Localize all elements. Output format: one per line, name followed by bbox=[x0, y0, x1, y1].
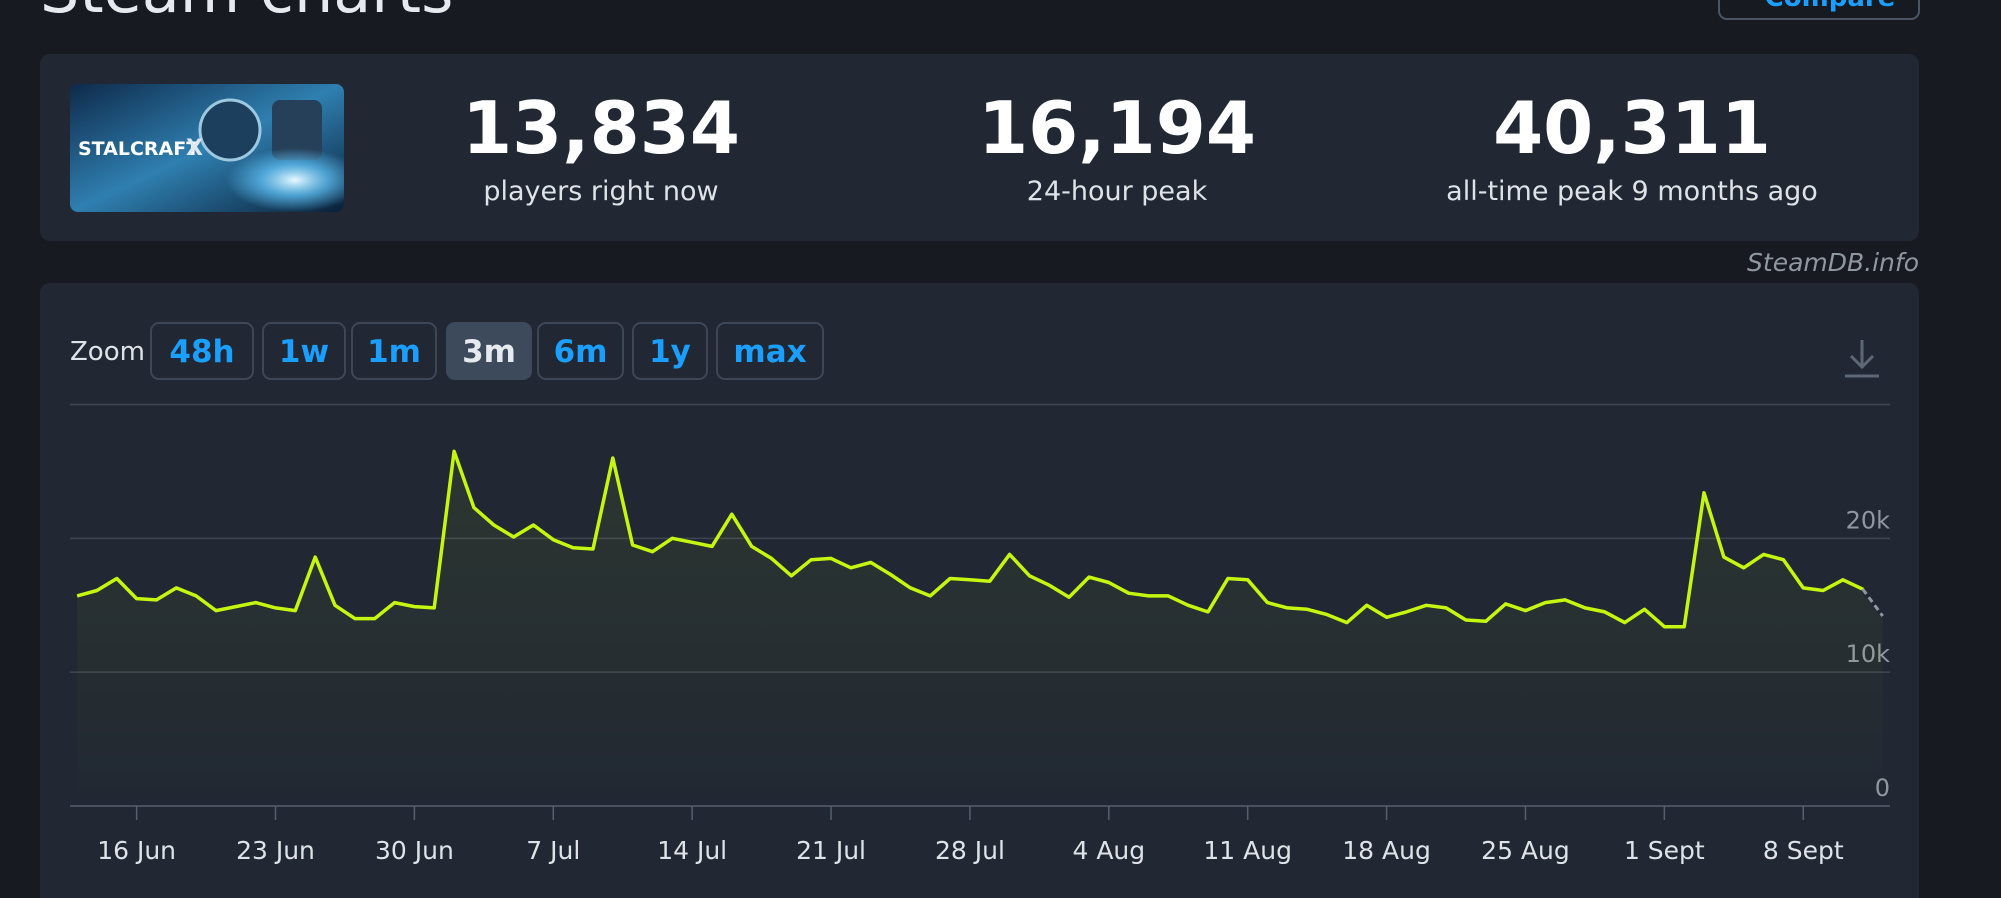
thumbnail-title: STALCRAFT bbox=[78, 138, 199, 160]
zoom-option[interactable]: 1w bbox=[279, 334, 329, 370]
x-tick-label: 16 Jun bbox=[97, 836, 176, 865]
thumbnail-glow bbox=[70, 84, 344, 212]
zoom-label: Zoom bbox=[70, 337, 145, 367]
compare-button[interactable]: Compare bbox=[1718, 0, 1920, 20]
x-tick-label: 25 Aug bbox=[1481, 836, 1570, 865]
stats: 13,834 players right now 16,194 24-hour pea… bbox=[462, 86, 1818, 207]
x-tick-label: 14 Jul bbox=[657, 836, 727, 865]
zoom-option[interactable]: 3m bbox=[462, 334, 516, 370]
incomplete-segment bbox=[1861, 588, 1884, 617]
x-tick-label: 4 Aug bbox=[1072, 836, 1145, 865]
zoom-button[interactable] bbox=[716, 322, 824, 380]
stat-value: 40,311 bbox=[1493, 86, 1771, 170]
compare-label[interactable]: Compare bbox=[1765, 0, 1896, 13]
compare-button-frame[interactable] bbox=[1718, 0, 1920, 20]
watermark: SteamDB.info bbox=[1747, 248, 1919, 277]
x-tick-label: 8 Sept bbox=[1763, 836, 1844, 865]
zoom-option[interactable]: 6m bbox=[554, 334, 608, 370]
area-fill bbox=[77, 451, 1883, 806]
x-tick-label: 21 Jul bbox=[796, 836, 866, 865]
zoom-button[interactable] bbox=[351, 322, 437, 380]
stat-label: all-time peak 9 months ago bbox=[1446, 176, 1818, 207]
zoom-button[interactable] bbox=[632, 322, 708, 380]
player-line bbox=[76, 449, 1885, 629]
zoom-button[interactable] bbox=[446, 322, 532, 380]
x-tick-label: 18 Aug bbox=[1342, 836, 1431, 865]
download-arrow-head[interactable] bbox=[1849, 354, 1875, 370]
zoom-option[interactable]: 1m bbox=[367, 334, 421, 370]
x-tick-label: 23 Jun bbox=[236, 836, 315, 865]
thumbnail-mark: X bbox=[186, 136, 203, 161]
stat-value: 16,194 bbox=[978, 86, 1256, 170]
stat-value: 13,834 bbox=[462, 86, 740, 170]
zoom-button[interactable] bbox=[262, 322, 346, 380]
zoom-buttons: 48h 1w 1m 3m 6m 1y max bbox=[150, 322, 824, 380]
zoom-option[interactable]: 1y bbox=[649, 334, 691, 370]
x-tick-label: 1 Sept bbox=[1624, 836, 1705, 865]
zoom-option[interactable]: max bbox=[733, 334, 806, 370]
page-title: Steam charts bbox=[40, 0, 453, 27]
zoom-button[interactable] bbox=[150, 322, 254, 380]
x-tick-label: 28 Jul bbox=[935, 836, 1005, 865]
x-tick-label: 30 Jun bbox=[375, 836, 454, 865]
download-icon[interactable] bbox=[1845, 340, 1879, 378]
game-thumbnail: STALCRAFT X bbox=[70, 84, 344, 212]
stat-label: players right now bbox=[483, 176, 718, 207]
zoom-button[interactable] bbox=[537, 322, 624, 380]
stats-card bbox=[40, 54, 1919, 241]
x-tick-label: 11 Aug bbox=[1203, 836, 1292, 865]
stat-label: 24-hour peak bbox=[1027, 176, 1208, 207]
zoom-option[interactable]: 48h bbox=[169, 334, 234, 370]
y-tick-label: 20k bbox=[1846, 506, 1891, 534]
x-tick-label: 7 Jul bbox=[526, 836, 580, 865]
